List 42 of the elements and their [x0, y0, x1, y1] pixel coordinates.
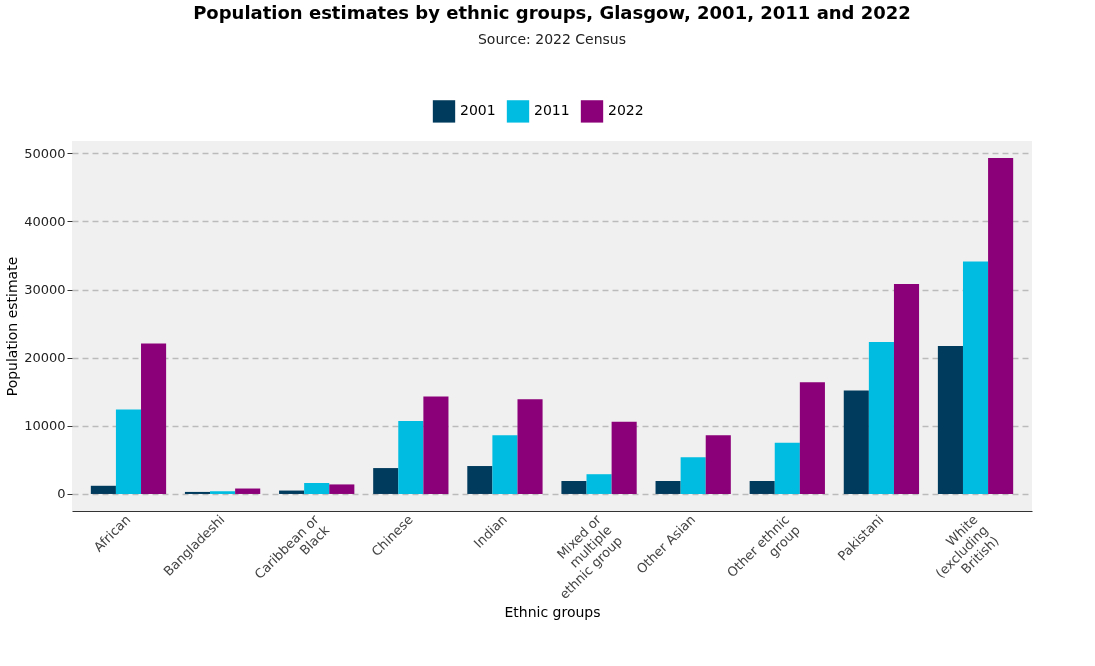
y-tick-label: 50000 — [24, 145, 66, 161]
bar — [680, 457, 706, 494]
bar — [329, 484, 355, 494]
bar — [561, 481, 587, 494]
legend-label: 2011 — [534, 102, 570, 119]
y-axis-title: Population estimate — [4, 256, 21, 397]
bar — [611, 421, 637, 494]
bar — [749, 481, 775, 494]
bar — [90, 485, 116, 494]
bar — [115, 409, 142, 494]
bar — [423, 396, 449, 494]
chart-subtitle: Source: 2022 Census — [477, 31, 627, 47]
bar — [799, 382, 825, 494]
bar — [655, 481, 681, 494]
bar — [868, 342, 894, 494]
bar — [937, 346, 963, 494]
bar — [210, 491, 236, 494]
legend-label: 2022 — [608, 102, 644, 119]
bar — [235, 488, 261, 494]
bar — [398, 421, 424, 494]
bar — [467, 466, 493, 494]
y-tick-label: 40000 — [24, 213, 66, 229]
bar — [373, 468, 399, 494]
bar — [705, 435, 731, 494]
chart-title: Population estimates by ethnic groups, Glasgow, 2001, 2011 and 2022 — [193, 2, 911, 23]
y-tick-label: 10000 — [24, 418, 66, 434]
x-axis-title: Ethnic groups — [504, 603, 601, 620]
y-tick-label: 30000 — [24, 282, 66, 298]
bar — [304, 483, 330, 494]
bar — [962, 261, 989, 494]
bar — [774, 442, 800, 494]
bar — [184, 491, 211, 494]
bar — [586, 474, 612, 494]
legend-label: 2001 — [460, 102, 496, 119]
bar — [893, 284, 920, 494]
y-tick-label: 0 — [57, 486, 66, 502]
bar — [843, 390, 869, 494]
bar — [517, 399, 543, 494]
bar — [141, 343, 167, 494]
bar — [492, 435, 518, 494]
bar — [988, 158, 1014, 494]
y-tick-label: 20000 — [24, 350, 66, 366]
